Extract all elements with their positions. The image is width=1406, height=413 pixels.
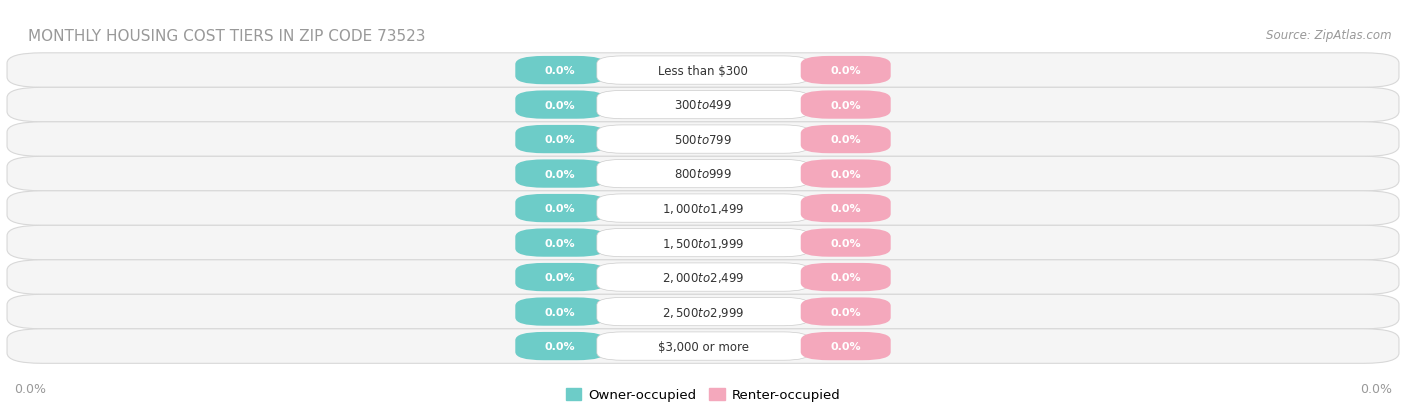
FancyBboxPatch shape	[596, 91, 810, 119]
FancyBboxPatch shape	[596, 160, 810, 188]
Text: $1,500 to $1,999: $1,500 to $1,999	[662, 236, 744, 250]
Text: 0.0%: 0.0%	[546, 307, 575, 317]
FancyBboxPatch shape	[515, 160, 606, 188]
FancyBboxPatch shape	[801, 332, 891, 360]
FancyBboxPatch shape	[7, 260, 1399, 294]
Text: 0.0%: 0.0%	[831, 169, 860, 179]
FancyBboxPatch shape	[596, 298, 810, 326]
FancyBboxPatch shape	[515, 91, 606, 119]
FancyBboxPatch shape	[801, 126, 891, 154]
Text: $800 to $999: $800 to $999	[673, 168, 733, 180]
Text: $500 to $799: $500 to $799	[673, 133, 733, 146]
FancyBboxPatch shape	[515, 57, 606, 85]
FancyBboxPatch shape	[7, 191, 1399, 226]
Text: 0.0%: 0.0%	[831, 307, 860, 317]
Text: $2,500 to $2,999: $2,500 to $2,999	[662, 305, 744, 319]
FancyBboxPatch shape	[596, 195, 810, 223]
Text: 0.0%: 0.0%	[546, 100, 575, 110]
Text: 0.0%: 0.0%	[831, 100, 860, 110]
Text: MONTHLY HOUSING COST TIERS IN ZIP CODE 73523: MONTHLY HOUSING COST TIERS IN ZIP CODE 7…	[28, 29, 426, 44]
FancyBboxPatch shape	[596, 229, 810, 257]
Text: 0.0%: 0.0%	[1360, 382, 1392, 395]
FancyBboxPatch shape	[7, 294, 1399, 329]
FancyBboxPatch shape	[596, 332, 810, 360]
FancyBboxPatch shape	[801, 57, 891, 85]
FancyBboxPatch shape	[7, 123, 1399, 157]
Text: 0.0%: 0.0%	[546, 273, 575, 282]
Text: $1,000 to $1,499: $1,000 to $1,499	[662, 202, 744, 216]
Text: 0.0%: 0.0%	[831, 204, 860, 214]
FancyBboxPatch shape	[7, 54, 1399, 88]
FancyBboxPatch shape	[801, 298, 891, 326]
Text: 0.0%: 0.0%	[546, 204, 575, 214]
Text: $3,000 or more: $3,000 or more	[658, 340, 748, 353]
Text: 0.0%: 0.0%	[14, 382, 46, 395]
Text: 0.0%: 0.0%	[831, 238, 860, 248]
FancyBboxPatch shape	[801, 160, 891, 188]
FancyBboxPatch shape	[596, 57, 810, 85]
FancyBboxPatch shape	[7, 329, 1399, 363]
FancyBboxPatch shape	[515, 263, 606, 292]
Text: 0.0%: 0.0%	[831, 66, 860, 76]
Text: Less than $300: Less than $300	[658, 64, 748, 77]
Text: 0.0%: 0.0%	[546, 341, 575, 351]
Text: 0.0%: 0.0%	[546, 169, 575, 179]
FancyBboxPatch shape	[515, 126, 606, 154]
Text: 0.0%: 0.0%	[546, 66, 575, 76]
FancyBboxPatch shape	[7, 157, 1399, 191]
Text: 0.0%: 0.0%	[831, 273, 860, 282]
FancyBboxPatch shape	[7, 226, 1399, 260]
Legend: Owner-occupied, Renter-occupied: Owner-occupied, Renter-occupied	[560, 382, 846, 406]
FancyBboxPatch shape	[515, 195, 606, 223]
Text: 0.0%: 0.0%	[546, 238, 575, 248]
Text: $2,000 to $2,499: $2,000 to $2,499	[662, 271, 744, 285]
Text: 0.0%: 0.0%	[831, 135, 860, 145]
FancyBboxPatch shape	[515, 298, 606, 326]
FancyBboxPatch shape	[596, 263, 810, 292]
Text: 0.0%: 0.0%	[831, 341, 860, 351]
FancyBboxPatch shape	[515, 229, 606, 257]
Text: 0.0%: 0.0%	[546, 135, 575, 145]
FancyBboxPatch shape	[596, 126, 810, 154]
FancyBboxPatch shape	[801, 229, 891, 257]
FancyBboxPatch shape	[7, 88, 1399, 123]
Text: Source: ZipAtlas.com: Source: ZipAtlas.com	[1267, 29, 1392, 42]
FancyBboxPatch shape	[801, 195, 891, 223]
FancyBboxPatch shape	[801, 91, 891, 119]
FancyBboxPatch shape	[801, 263, 891, 292]
Text: $300 to $499: $300 to $499	[673, 99, 733, 112]
FancyBboxPatch shape	[515, 332, 606, 360]
